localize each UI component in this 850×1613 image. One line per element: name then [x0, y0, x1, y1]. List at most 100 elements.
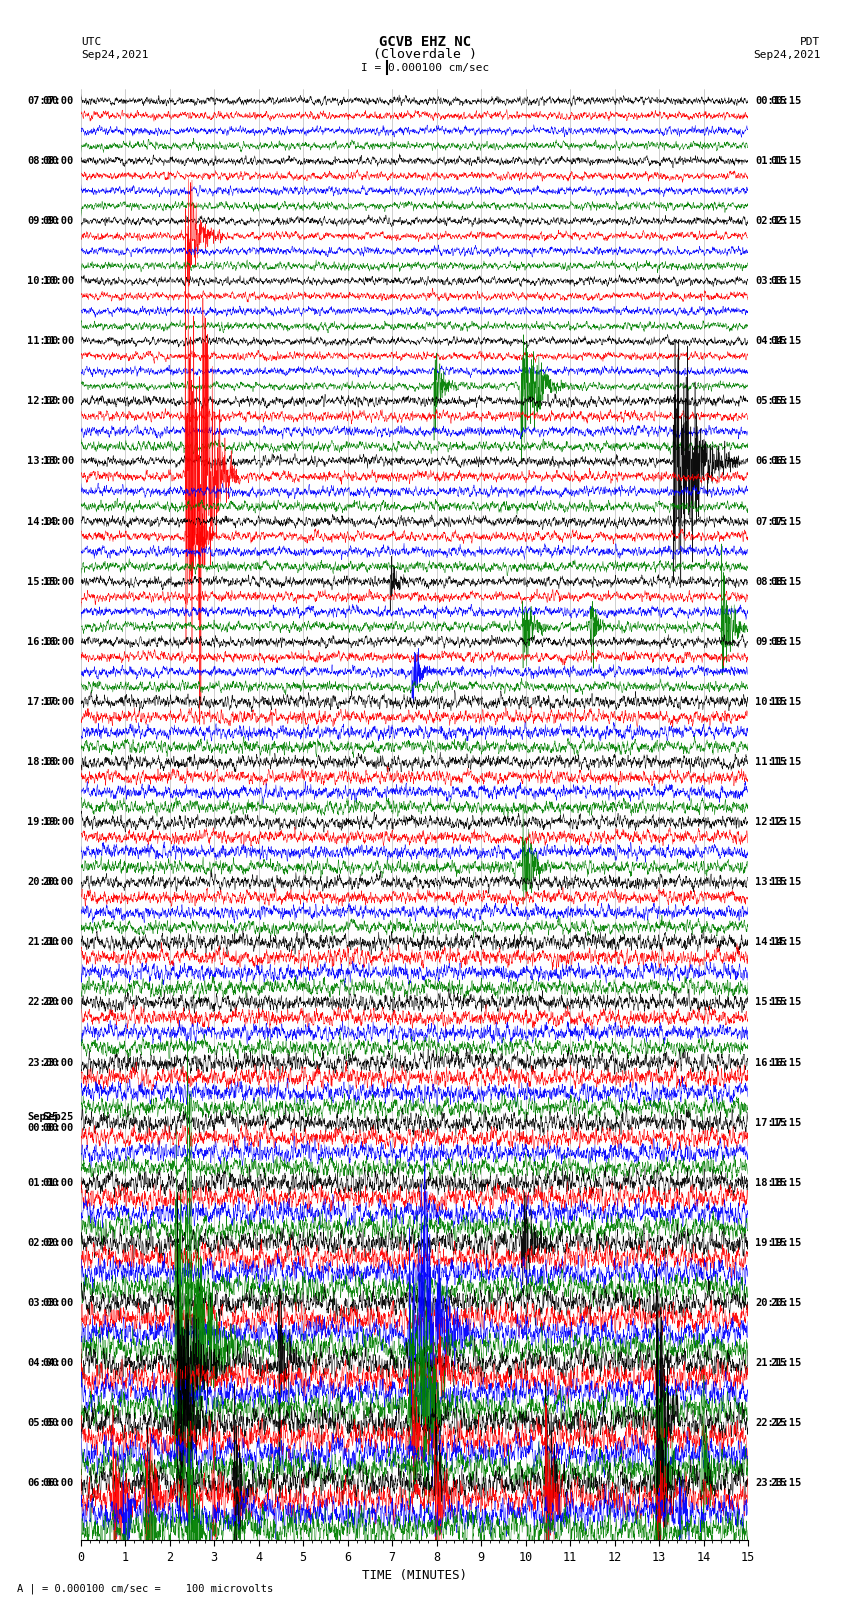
Text: 20:15: 20:15 [770, 1298, 802, 1308]
Text: 16:15: 16:15 [770, 1058, 802, 1068]
Text: 15:15: 15:15 [770, 997, 802, 1008]
Text: 12:00: 12:00 [42, 397, 74, 406]
Text: 10:15: 10:15 [755, 697, 786, 706]
Text: 02:15: 02:15 [755, 216, 786, 226]
Text: 05:15: 05:15 [770, 397, 802, 406]
Text: 15:00: 15:00 [27, 576, 59, 587]
Text: 08:00: 08:00 [42, 156, 74, 166]
Text: 09:15: 09:15 [770, 637, 802, 647]
Text: 02:15: 02:15 [770, 216, 802, 226]
Text: 17:00: 17:00 [27, 697, 59, 706]
Text: Sep25
00:00: Sep25 00:00 [42, 1111, 74, 1134]
Text: 01:00: 01:00 [42, 1177, 74, 1187]
Text: 21:15: 21:15 [770, 1358, 802, 1368]
Text: 21:15: 21:15 [755, 1358, 786, 1368]
Text: 17:15: 17:15 [770, 1118, 802, 1127]
Text: 09:15: 09:15 [755, 637, 786, 647]
Text: 05:00: 05:00 [42, 1418, 74, 1428]
Text: I = 0.000100 cm/sec: I = 0.000100 cm/sec [361, 63, 489, 73]
Text: 15:00: 15:00 [42, 576, 74, 587]
Text: 07:15: 07:15 [755, 516, 786, 526]
Text: 16:00: 16:00 [27, 637, 59, 647]
Text: 11:15: 11:15 [755, 756, 786, 766]
Text: 13:15: 13:15 [770, 877, 802, 887]
Text: 00:15: 00:15 [755, 95, 786, 106]
Text: 16:00: 16:00 [42, 637, 74, 647]
Text: 20:00: 20:00 [42, 877, 74, 887]
Text: 04:00: 04:00 [42, 1358, 74, 1368]
Text: 23:00: 23:00 [42, 1058, 74, 1068]
Text: 00:15: 00:15 [770, 95, 802, 106]
Text: 13:15: 13:15 [755, 877, 786, 887]
Text: Sep24,2021: Sep24,2021 [81, 50, 148, 60]
Text: 07:00: 07:00 [42, 95, 74, 106]
Text: 04:15: 04:15 [770, 336, 802, 347]
Text: 04:00: 04:00 [27, 1358, 59, 1368]
Text: 23:15: 23:15 [770, 1478, 802, 1489]
Text: 02:00: 02:00 [42, 1237, 74, 1248]
Text: 18:15: 18:15 [755, 1177, 786, 1187]
Text: Sep24,2021: Sep24,2021 [753, 50, 820, 60]
Text: 19:15: 19:15 [770, 1237, 802, 1248]
Text: 08:15: 08:15 [770, 576, 802, 587]
Text: 07:15: 07:15 [770, 516, 802, 526]
Text: 03:15: 03:15 [770, 276, 802, 286]
Text: 19:15: 19:15 [755, 1237, 786, 1248]
Text: 11:00: 11:00 [42, 336, 74, 347]
Text: 20:00: 20:00 [27, 877, 59, 887]
Text: 03:15: 03:15 [755, 276, 786, 286]
Text: 14:15: 14:15 [770, 937, 802, 947]
Text: Sep25
00:00: Sep25 00:00 [27, 1111, 59, 1134]
Text: 11:15: 11:15 [770, 756, 802, 766]
Text: 05:00: 05:00 [27, 1418, 59, 1428]
Text: 15:15: 15:15 [755, 997, 786, 1008]
Text: A | = 0.000100 cm/sec =    100 microvolts: A | = 0.000100 cm/sec = 100 microvolts [17, 1584, 273, 1594]
Text: 08:15: 08:15 [755, 576, 786, 587]
Text: 06:15: 06:15 [770, 456, 802, 466]
Text: 22:00: 22:00 [27, 997, 59, 1008]
X-axis label: TIME (MINUTES): TIME (MINUTES) [362, 1569, 467, 1582]
Text: 01:00: 01:00 [27, 1177, 59, 1187]
Text: 01:15: 01:15 [770, 156, 802, 166]
Text: 21:00: 21:00 [42, 937, 74, 947]
Text: 04:15: 04:15 [755, 336, 786, 347]
Text: GCVB EHZ NC: GCVB EHZ NC [379, 35, 471, 48]
Text: 14:15: 14:15 [755, 937, 786, 947]
Text: 23:15: 23:15 [755, 1478, 786, 1489]
Text: 12:00: 12:00 [27, 397, 59, 406]
Text: 18:00: 18:00 [27, 756, 59, 766]
Text: 08:00: 08:00 [27, 156, 59, 166]
Text: 09:00: 09:00 [27, 216, 59, 226]
Text: 14:00: 14:00 [27, 516, 59, 526]
Text: 19:00: 19:00 [42, 818, 74, 827]
Text: 10:00: 10:00 [42, 276, 74, 286]
Text: 23:00: 23:00 [27, 1058, 59, 1068]
Text: 22:15: 22:15 [770, 1418, 802, 1428]
Text: 22:00: 22:00 [42, 997, 74, 1008]
Text: 12:15: 12:15 [770, 818, 802, 827]
Text: 12:15: 12:15 [755, 818, 786, 827]
Text: 02:00: 02:00 [27, 1237, 59, 1248]
Text: 22:15: 22:15 [755, 1418, 786, 1428]
Text: 13:00: 13:00 [42, 456, 74, 466]
Text: 03:00: 03:00 [27, 1298, 59, 1308]
Text: 07:00: 07:00 [27, 95, 59, 106]
Text: 18:00: 18:00 [42, 756, 74, 766]
Text: 19:00: 19:00 [27, 818, 59, 827]
Text: 20:15: 20:15 [755, 1298, 786, 1308]
Text: 03:00: 03:00 [42, 1298, 74, 1308]
Text: 16:15: 16:15 [755, 1058, 786, 1068]
Text: 13:00: 13:00 [27, 456, 59, 466]
Text: 17:00: 17:00 [42, 697, 74, 706]
Text: (Cloverdale ): (Cloverdale ) [373, 48, 477, 61]
Text: 18:15: 18:15 [770, 1177, 802, 1187]
Text: PDT: PDT [800, 37, 820, 47]
Text: 06:00: 06:00 [42, 1478, 74, 1489]
Text: 14:00: 14:00 [42, 516, 74, 526]
Text: 21:00: 21:00 [27, 937, 59, 947]
Text: 06:00: 06:00 [27, 1478, 59, 1489]
Text: 10:00: 10:00 [27, 276, 59, 286]
Text: 05:15: 05:15 [755, 397, 786, 406]
Text: 10:15: 10:15 [770, 697, 802, 706]
Text: 01:15: 01:15 [755, 156, 786, 166]
